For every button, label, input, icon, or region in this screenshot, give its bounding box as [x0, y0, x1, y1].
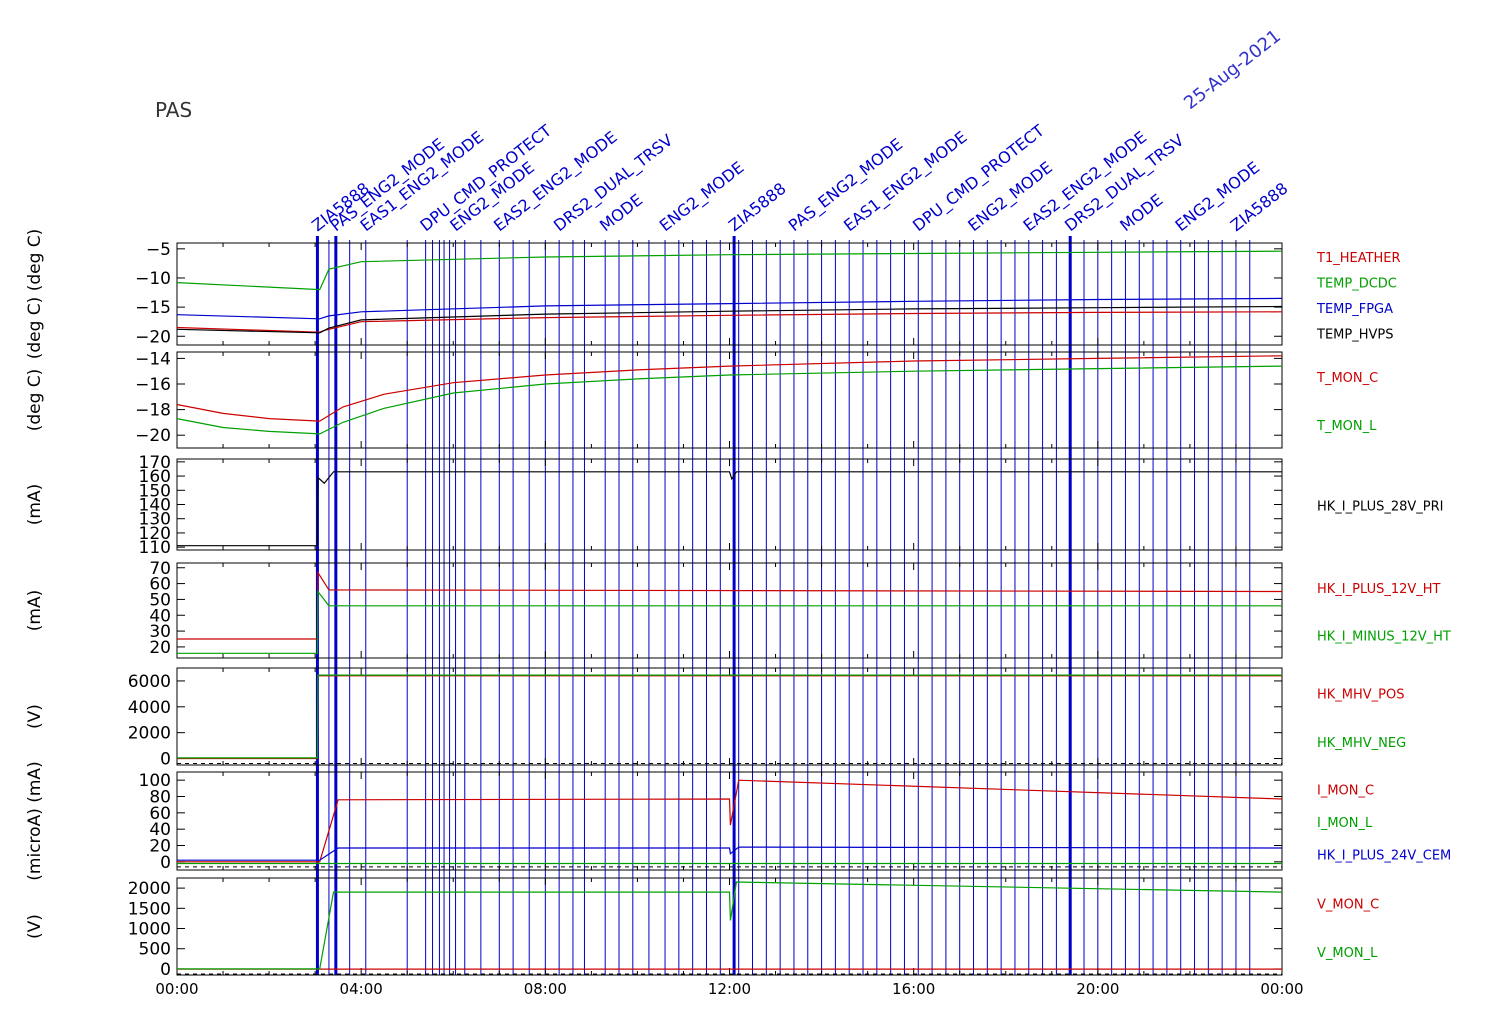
series-line-hk-i-plus-28v-pri	[177, 471, 1282, 547]
y-axis-label: (mA)	[25, 484, 45, 525]
y-tick-label: −20	[135, 426, 171, 446]
legend-entry: HK_I_PLUS_28V_PRI	[1317, 500, 1443, 515]
y-tick-label: 6000	[128, 672, 171, 692]
y-tick-label: −10	[135, 269, 171, 289]
y-tick-label: 70	[149, 559, 171, 579]
legend-entry: T_MON_L	[1316, 419, 1377, 434]
x-tick-label: 04:00	[340, 980, 383, 998]
y-tick-label: 120	[139, 524, 171, 544]
y-tick-label: 500	[139, 940, 171, 960]
y-tick-label: 1000	[128, 920, 171, 940]
series-line-hk-i-plus-24v-cem	[177, 846, 1283, 861]
y-tick-label: −16	[135, 375, 171, 395]
y-tick-label: −18	[135, 401, 171, 421]
series-line-t-mon-c	[176, 355, 1283, 422]
series-line-temp-hvps	[176, 305, 1283, 334]
y-tick-label: −14	[135, 349, 171, 369]
legend-entry: TEMP_FPGA	[1316, 302, 1393, 317]
x-tick-label: 16:00	[892, 980, 935, 998]
series-line-hk-i-minus-12v-ht	[177, 589, 1282, 654]
y-tick-label: 2000	[128, 724, 171, 744]
y-axis-label: (microA) (mA)	[25, 761, 45, 880]
series-line-t1-heather	[176, 311, 1283, 333]
date-label: 25-Aug-2021	[1180, 26, 1285, 114]
y-tick-label: 0	[160, 853, 171, 873]
y-tick-label: 0	[160, 750, 171, 770]
y-axis-label: (V)	[25, 704, 45, 729]
y-tick-label: 140	[139, 496, 171, 516]
y-axis-label: (V)	[25, 914, 45, 939]
y-tick-label: 40	[149, 606, 171, 626]
y-tick-label: 2000	[128, 879, 171, 899]
series-line-t-mon-l	[176, 365, 1283, 435]
x-tick-label: 08:00	[524, 980, 567, 998]
legend-entry: HK_I_PLUS_12V_HT	[1317, 582, 1441, 597]
legend-entry: T_MON_C	[1316, 371, 1378, 386]
panel-frame	[176, 771, 1283, 871]
legend-entry: HK_I_PLUS_24V_CEM	[1317, 849, 1451, 864]
series-line-v-mon-l	[177, 881, 1283, 970]
y-tick-label: −15	[135, 298, 171, 318]
legend-entry: HK_MHV_POS	[1317, 687, 1405, 702]
panel-frame	[176, 242, 1283, 346]
series-line-temp-dcdc	[176, 250, 1283, 291]
x-tick-label: 20:00	[1076, 980, 1119, 998]
y-tick-label: 30	[149, 622, 171, 642]
series-line-hk-mhv-pos	[177, 675, 1282, 760]
series-line-hk-mhv-neg	[177, 674, 1282, 759]
panel-frame	[176, 667, 1283, 766]
chart-title: PAS	[155, 98, 192, 122]
y-tick-label: 4000	[128, 698, 171, 718]
panel-2: −14 −16 −18 −20 (deg C) T_MON_C T_MON_L	[25, 349, 1378, 449]
event-label: ZIA5888	[725, 179, 790, 235]
y-tick-label: 0	[160, 960, 171, 980]
y-tick-label: 50	[149, 590, 171, 610]
legend-entry: V_MON_L	[1317, 946, 1378, 961]
y-tick-label: 20	[149, 837, 171, 857]
legend-entry: TEMP_HVPS	[1316, 327, 1393, 342]
series-line-i-mon-c	[177, 779, 1283, 863]
panel-1: −5 −10 −15 −20 (deg C) (deg C) T1_HEATHER TEMP…	[25, 229, 1401, 360]
legend-entry: HK_MHV_NEG	[1317, 736, 1406, 751]
y-axis-label: (mA)	[25, 590, 45, 631]
y-tick-label: 100	[139, 771, 171, 791]
y-tick-label: 160	[139, 467, 171, 487]
y-tick-label: −5	[146, 240, 171, 260]
y-tick-label: 170	[139, 453, 171, 473]
series-line-hk-i-plus-12v-ht	[177, 570, 1283, 640]
y-tick-label: 130	[139, 510, 171, 530]
y-axis-label: (deg C)	[25, 369, 45, 432]
legend-entry: T1_HEATHER	[1316, 251, 1401, 266]
y-tick-label: 110	[139, 538, 171, 558]
y-tick-label: 60	[149, 804, 171, 824]
y-tick-label: 150	[139, 481, 171, 501]
x-tick-label: 00:00	[1260, 980, 1303, 998]
y-tick-label: 40	[149, 820, 171, 840]
y-tick-label: 80	[149, 788, 171, 808]
panel-5: 0 2000 4000 6000 (V) HK_MHV_POS HK_MHV_NEG	[25, 667, 1406, 770]
x-tick-label: 12:00	[708, 980, 751, 998]
y-tick-label: −20	[135, 327, 171, 347]
x-tick-label: 00:00	[155, 980, 198, 998]
legend-entry: I_MON_L	[1317, 816, 1373, 831]
series-line-temp-fpga	[176, 297, 1283, 320]
legend-entry: TEMP_DCDC	[1316, 276, 1397, 291]
legend-entry: I_MON_C	[1317, 783, 1374, 798]
panels: −5 −10 −15 −20 (deg C) (deg C) T1_HEATHER TEMP…	[25, 229, 1451, 980]
y-tick-label: 20	[149, 638, 171, 658]
panel-frame	[176, 562, 1283, 659]
x-axis: 00:00 04:00 08:00 12:00 16:00 20:00 00:00	[155, 980, 1303, 998]
event-label: MODE	[1116, 190, 1166, 235]
legend-entry: V_MON_C	[1317, 897, 1379, 912]
y-tick-label: 1500	[128, 899, 171, 919]
legend-entry: HK_I_MINUS_12V_HT	[1317, 629, 1451, 644]
y-axis-label: (deg C) (deg C)	[25, 229, 45, 360]
y-tick-label: 60	[149, 575, 171, 595]
